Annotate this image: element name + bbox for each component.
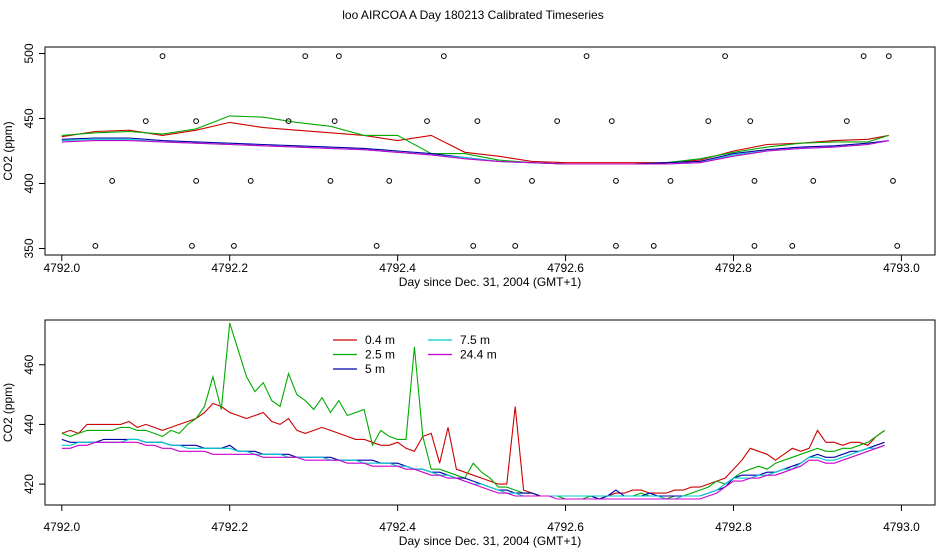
series-line-0-4-m	[61, 121, 889, 164]
y-axis-label: CO2 (ppm)	[1, 121, 15, 180]
legend-label: 24.4 m	[460, 348, 497, 362]
data-point	[474, 178, 481, 184]
data-point	[424, 118, 430, 124]
legend-label: 5 m	[365, 362, 385, 376]
bottom-panel: 4792.0 4792.2 4792.4 4792.6 4792.8 4793.0 420 4…	[1, 319, 936, 548]
data-point	[470, 243, 477, 249]
x-axis-label: Day since Dec. 31, 2004 (GMT+1)	[399, 534, 581, 548]
series-line-7-5-m	[61, 438, 885, 500]
series-line-2-5-m	[61, 115, 889, 165]
data-point	[159, 53, 166, 59]
data-point	[285, 118, 292, 124]
x-axis-label: Day since Dec. 31, 2004 (GMT+1)	[399, 275, 581, 289]
data-point	[810, 178, 817, 184]
x-tick-label: 4792.0	[43, 520, 80, 534]
series-line-5-m	[61, 438, 885, 500]
data-point	[751, 178, 758, 184]
data-point	[650, 243, 657, 249]
x-tick-label: 4792.4	[379, 261, 416, 275]
top-panel: 4792.0 4792.2 4792.4 4792.6 4792.8 4793.0 350 4…	[1, 43, 936, 289]
data-point	[189, 243, 195, 249]
legend-label: 2.5 m	[365, 348, 395, 362]
series-line-24-4-m	[61, 140, 889, 165]
legend-label: 7.5 m	[460, 333, 490, 347]
data-point	[885, 53, 892, 59]
data-point	[386, 178, 393, 184]
x-tick-label: 4792.4	[379, 520, 416, 534]
y-axis-label: CO2 (ppm)	[1, 383, 15, 442]
data-point	[583, 53, 590, 59]
x-tick-label: 4792.6	[547, 520, 584, 534]
data-point	[231, 243, 237, 249]
data-point	[327, 178, 334, 184]
data-point	[92, 243, 99, 249]
data-point	[331, 118, 338, 124]
chart-title: loo AIRCOA A Day 180213 Calibrated Times…	[342, 8, 603, 22]
data-point	[667, 178, 674, 184]
data-point	[512, 243, 519, 249]
x-tick-label: 4793.0	[883, 520, 920, 534]
data-point	[890, 178, 896, 184]
data-point	[193, 118, 200, 124]
x-tick-label: 4792.2	[211, 520, 248, 534]
plot-frame	[44, 46, 936, 256]
data-point	[302, 53, 309, 59]
data-point	[247, 178, 254, 184]
y-tick-label: 460	[22, 354, 36, 374]
plot-frame	[44, 319, 936, 506]
y-tick-label: 500	[22, 43, 36, 63]
x-tick-label: 4792.6	[547, 261, 584, 275]
data-point	[613, 178, 619, 184]
data-point	[193, 178, 200, 184]
data-point	[608, 118, 615, 124]
data-point	[529, 178, 535, 184]
y-tick-label: 420	[22, 474, 36, 494]
data-point	[373, 243, 380, 249]
x-tick-label: 4792.2	[211, 261, 248, 275]
data-point	[751, 243, 758, 249]
y-tick-label: 450	[22, 108, 36, 128]
data-point	[894, 243, 901, 249]
data-point	[789, 243, 796, 249]
data-point	[722, 53, 728, 59]
data-point	[440, 53, 447, 59]
series-line-0-4-m	[61, 402, 885, 497]
data-point	[705, 118, 712, 124]
data-point	[109, 178, 116, 184]
legend-label: 0.4 m	[365, 333, 395, 347]
y-tick-label: 440	[22, 414, 36, 434]
x-tick-label: 4792.0	[43, 261, 80, 275]
series-line-2-5-m	[61, 322, 885, 500]
x-tick-label: 4792.8	[715, 520, 752, 534]
x-tick-label: 4793.0	[883, 261, 920, 275]
data-point	[554, 118, 561, 124]
data-point	[860, 53, 867, 59]
data-point	[843, 118, 850, 124]
data-point	[747, 118, 754, 124]
data-point	[613, 243, 619, 249]
data-point	[335, 53, 342, 59]
data-point	[474, 118, 481, 124]
series-line-24-4-m	[61, 441, 885, 500]
y-tick-label: 350	[22, 238, 36, 258]
x-tick-label: 4792.8	[715, 261, 752, 275]
y-tick-label: 400	[22, 173, 36, 193]
data-point	[142, 118, 149, 124]
